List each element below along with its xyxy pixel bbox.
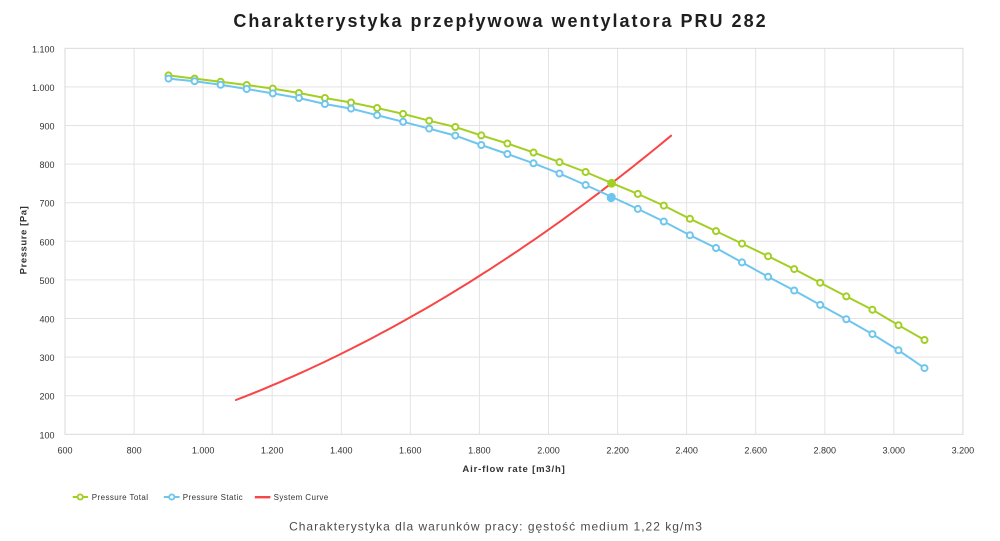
- svg-text:Pressure Static: Pressure Static: [183, 493, 243, 502]
- svg-text:3.200: 3.200: [952, 446, 975, 456]
- svg-text:600: 600: [39, 237, 54, 247]
- svg-text:900: 900: [39, 122, 54, 132]
- svg-text:500: 500: [39, 276, 54, 286]
- svg-text:Charakterystyka przepływowa we: Charakterystyka przepływowa wentylatora …: [233, 11, 767, 31]
- svg-text:1.200: 1.200: [261, 446, 284, 456]
- svg-text:1.800: 1.800: [468, 446, 491, 456]
- svg-text:600: 600: [57, 446, 72, 456]
- svg-text:1.600: 1.600: [399, 446, 422, 456]
- svg-text:Pressure Total: Pressure Total: [92, 493, 149, 502]
- svg-text:Air-flow rate [m3/h]: Air-flow rate [m3/h]: [462, 464, 565, 475]
- svg-text:400: 400: [39, 315, 54, 325]
- svg-text:Charakterystyka dla warunków p: Charakterystyka dla warunków pracy: gęst…: [289, 519, 703, 533]
- svg-text:1.100: 1.100: [32, 44, 55, 54]
- svg-text:100: 100: [39, 430, 54, 440]
- svg-text:1.000: 1.000: [32, 83, 55, 93]
- svg-text:2.200: 2.200: [606, 446, 629, 456]
- svg-text:1.000: 1.000: [192, 446, 215, 456]
- svg-text:System Curve: System Curve: [274, 493, 329, 502]
- svg-text:Pressure [Pa]: Pressure [Pa]: [19, 206, 30, 275]
- svg-text:2.400: 2.400: [675, 446, 698, 456]
- svg-text:2.000: 2.000: [537, 446, 560, 456]
- svg-text:2.800: 2.800: [814, 446, 837, 456]
- svg-text:800: 800: [127, 446, 142, 456]
- svg-text:3.000: 3.000: [883, 446, 906, 456]
- svg-text:700: 700: [39, 199, 54, 209]
- svg-text:2.600: 2.600: [744, 446, 767, 456]
- svg-text:1.400: 1.400: [330, 446, 353, 456]
- svg-text:800: 800: [39, 160, 54, 170]
- svg-text:200: 200: [39, 392, 54, 402]
- svg-text:300: 300: [39, 353, 54, 363]
